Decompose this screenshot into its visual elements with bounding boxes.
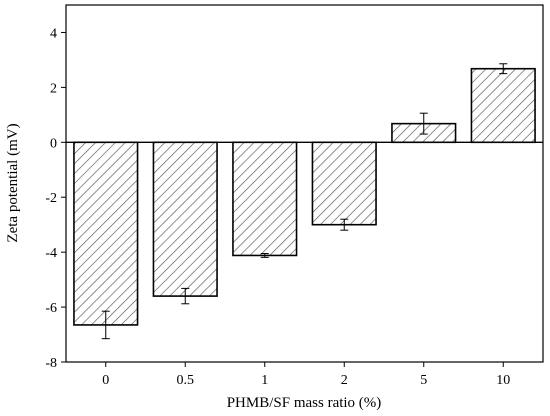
error-bar-0.5 [181,287,190,305]
y-tick-label: 4 [50,26,57,41]
bar-2 [311,141,377,226]
x-tick-label: 10 [496,373,510,388]
error-bar-1 [260,253,269,258]
x-tick-label: 5 [420,373,427,388]
x-axis: 0 0.5 1 2 5 10 [102,362,510,388]
y-axis-label: Zeta potential (mV) [5,123,21,242]
bar-10 [470,67,536,144]
error-bar-2 [340,218,349,231]
error-bar-10 [499,63,508,75]
error-bar-0 [101,310,110,340]
y-tick-label: 2 [50,81,57,96]
bars [73,67,536,326]
error-bars [101,63,508,340]
y-tick-label: -4 [45,246,57,261]
y-tick-label: 0 [50,136,57,151]
plot-frame [65,4,544,363]
x-axis-label: PHMB/SF mass ratio (%) [227,395,382,411]
y-tick-label: -8 [45,356,57,371]
x-tick-label: 0 [102,373,109,388]
x-tick-label: 1 [261,373,268,388]
bar-0.5 [152,141,218,297]
x-tick-label: 0.5 [177,373,195,388]
bar-1 [232,141,298,257]
y-tick-label: -2 [45,191,57,206]
error-bar-5 [419,112,428,135]
y-tick-label: -6 [45,301,57,316]
y-axis: -8 -6 -4 -2 0 2 4 [45,26,66,371]
x-tick-label: 2 [341,373,348,388]
bar-0 [73,141,139,326]
